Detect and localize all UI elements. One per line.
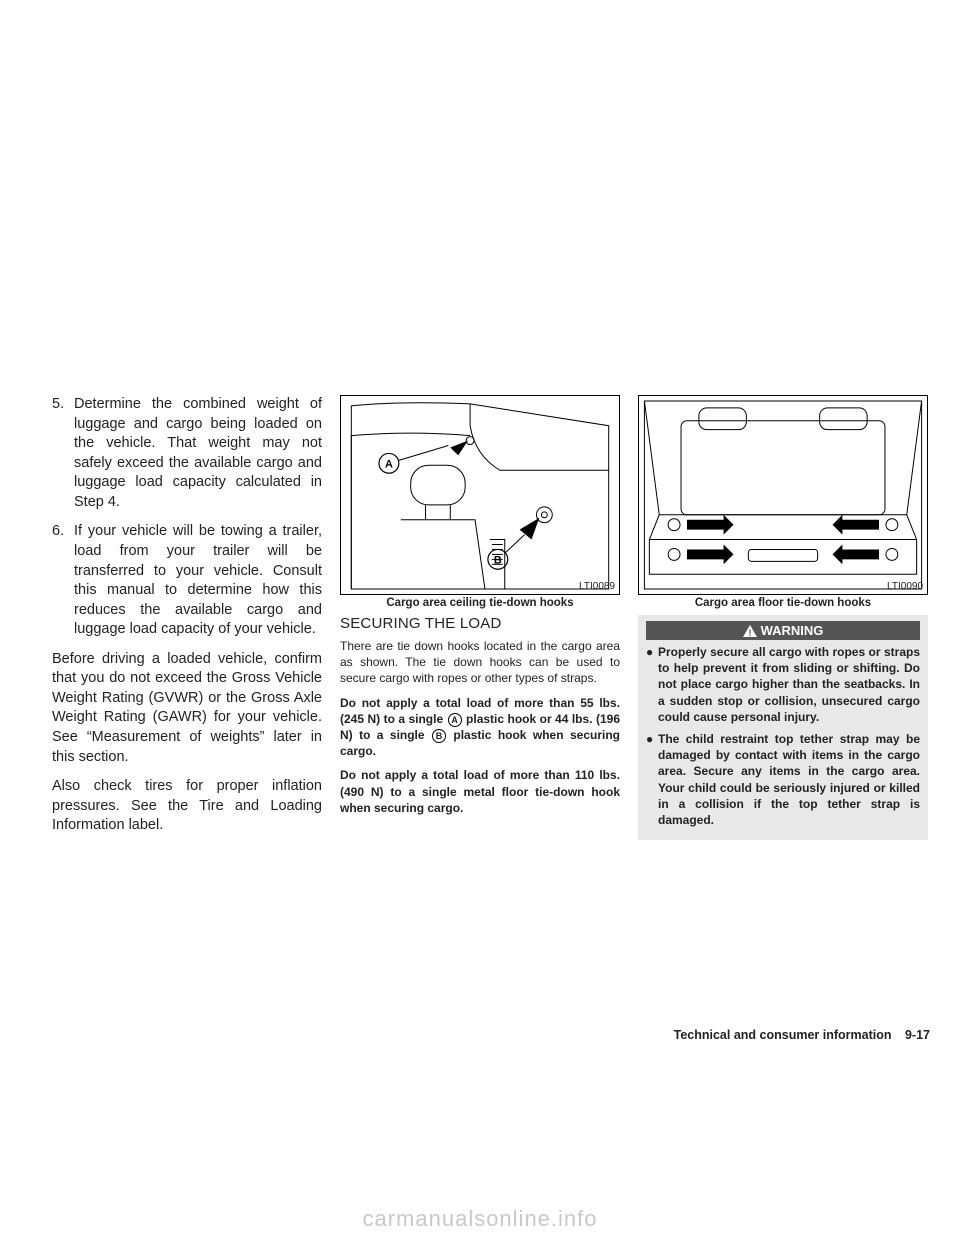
- warning-box: ! WARNING ● Properly secure all cargo wi…: [638, 615, 928, 840]
- page-content: 5. Determine the combined weight of lugg…: [52, 395, 932, 846]
- paragraph: Before driving a loaded vehicle, confirm…: [52, 650, 322, 767]
- marker-a: A: [385, 458, 393, 470]
- figure-caption: Cargo area floor tie-down hooks: [638, 597, 928, 609]
- section-name: Technical and consumer information: [674, 1028, 892, 1042]
- figure-floor-hooks: LTI0090: [638, 395, 928, 595]
- section-heading: SECURING THE LOAD: [340, 615, 620, 632]
- figure-ceiling-hooks: A B LTI0089: [340, 395, 620, 595]
- page-footer: Technical and consumer information 9-17: [674, 1028, 930, 1042]
- column-left: 5. Determine the combined weight of lugg…: [52, 395, 322, 846]
- circled-b-icon: B: [432, 729, 446, 743]
- paragraph: Also check tires for proper inflation pr…: [52, 777, 322, 836]
- figure-code: LTI0089: [579, 581, 615, 592]
- warning-header: ! WARNING: [646, 621, 920, 640]
- warning-triangle-icon: !: [743, 625, 757, 637]
- step-number: 6.: [52, 522, 74, 639]
- column-middle: A B LTI0089 Cargo area ceiling tie-down …: [340, 395, 620, 846]
- step-text: If your vehicle will be towing a trailer…: [74, 522, 322, 639]
- bullet-icon: ●: [646, 731, 658, 828]
- paragraph-bold: Do not apply a total load of more than 5…: [340, 695, 620, 760]
- svg-text:!: !: [748, 628, 751, 637]
- step-number: 5.: [52, 395, 74, 512]
- warning-list: ● Properly secure all cargo with ropes o…: [646, 644, 920, 828]
- column-right: LTI0090 Cargo area floor tie-down hooks …: [638, 395, 928, 846]
- warning-text: Properly secure all cargo with ropes or …: [658, 644, 920, 725]
- bullet-icon: ●: [646, 644, 658, 725]
- paragraph: There are tie down hooks located in the …: [340, 638, 620, 687]
- step-text: Determine the combined weight of luggage…: [74, 395, 322, 512]
- warning-title: WARNING: [761, 623, 824, 638]
- step-5: 5. Determine the combined weight of lugg…: [52, 395, 322, 512]
- step-6: 6. If your vehicle will be towing a trai…: [52, 522, 322, 639]
- warning-item: ● Properly secure all cargo with ropes o…: [646, 644, 920, 725]
- page-number: 9-17: [905, 1028, 930, 1042]
- step-list: 5. Determine the combined weight of lugg…: [52, 395, 322, 640]
- figure-caption: Cargo area ceiling tie-down hooks: [340, 597, 620, 609]
- figure-code: LTI0090: [887, 581, 923, 592]
- paragraph-bold: Do not apply a total load of more than 1…: [340, 767, 620, 816]
- watermark: carmanualsonline.info: [0, 1206, 960, 1232]
- warning-item: ● The child restraint top tether strap m…: [646, 731, 920, 828]
- circled-a-icon: A: [448, 713, 462, 727]
- warning-text: The child restraint top tether strap may…: [658, 731, 920, 828]
